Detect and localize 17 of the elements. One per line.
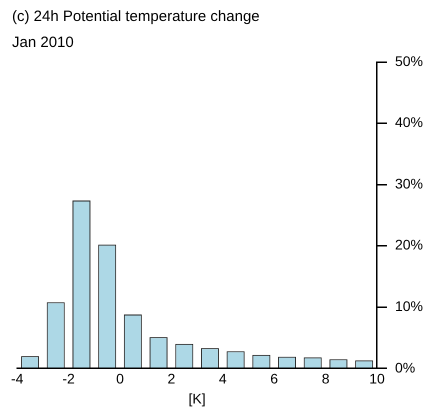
x-tick-label: 6 — [270, 370, 278, 387]
y-tick-label: 10% — [394, 298, 424, 314]
x-axis-title: [K] — [188, 390, 206, 406]
chart-subtitle: Jan 2010 — [12, 34, 74, 52]
x-tick-label: 0 — [116, 370, 124, 387]
y-tick-label: 50% — [394, 52, 424, 69]
y-tick-label: 40% — [394, 114, 424, 130]
y-tick-label: 20% — [394, 236, 424, 253]
chart-title: (c) 24h Potential temperature change — [12, 8, 260, 26]
x-tick-label: 2 — [168, 370, 176, 387]
y-tick-label: 30% — [394, 175, 424, 192]
x-tick-label: 8 — [322, 370, 330, 387]
x-tick-label: -2 — [62, 370, 76, 387]
x-tick-label: 4 — [218, 370, 227, 387]
y-tick-label: 0% — [394, 359, 416, 376]
x-tick-label: -4 — [11, 370, 24, 387]
x-tick-label: 10 — [369, 370, 385, 387]
